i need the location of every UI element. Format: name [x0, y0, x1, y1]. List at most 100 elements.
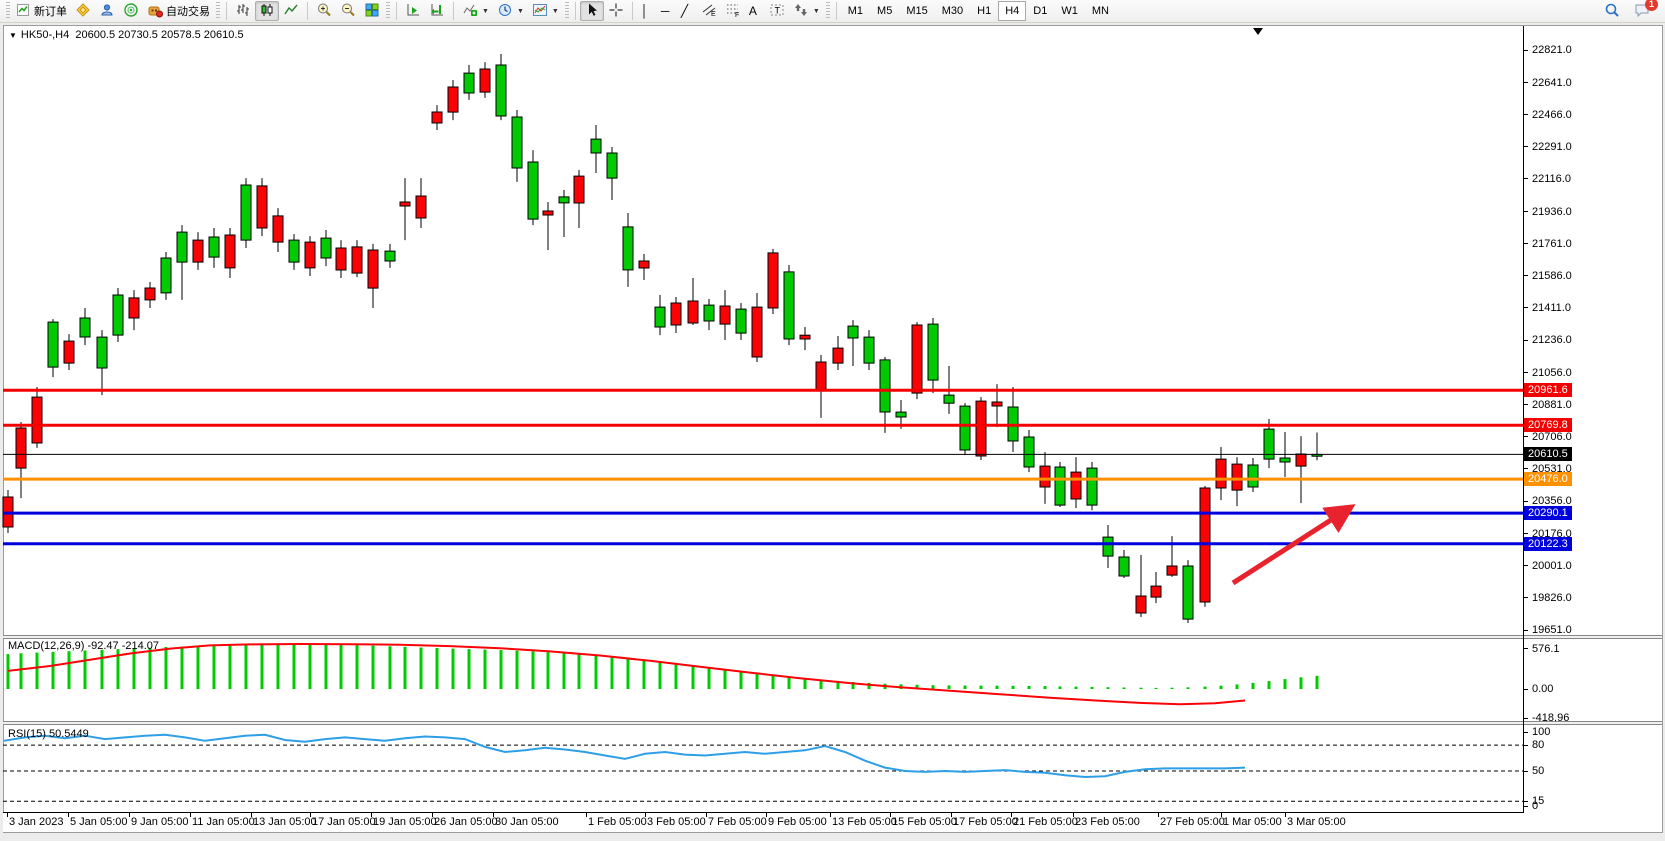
- price-axis-border: [1523, 26, 1524, 832]
- new-order-button[interactable]: 新订单: [12, 1, 71, 21]
- toolbar-separator: [631, 2, 633, 20]
- date-label: 9 Jan 05:00: [131, 816, 189, 828]
- text-label-button[interactable]: T: [765, 1, 789, 21]
- timeframe-h4-button[interactable]: H4: [998, 1, 1027, 21]
- date-label: 1 Mar 05:00: [1223, 816, 1282, 828]
- timeframe-d1-button[interactable]: D1: [1033, 5, 1048, 17]
- auto-trading-button[interactable]: 自动交易: [143, 1, 214, 21]
- date-tick: [68, 813, 69, 817]
- toolbar-separator: [226, 2, 227, 20]
- timeframe-m30-button[interactable]: M30: [941, 5, 964, 17]
- notifications-button[interactable]: 1: [1630, 0, 1658, 21]
- indicators-button[interactable]: ▼: [458, 1, 493, 21]
- horizontal-line-button[interactable]: ─: [657, 1, 677, 21]
- price-tick-label: 22821.0: [1532, 44, 1572, 56]
- timeframe-h1-button[interactable]: H1: [977, 5, 992, 17]
- candlestick-chart-button[interactable]: [255, 1, 279, 21]
- timeframe-m1-button[interactable]: M1: [847, 5, 864, 17]
- price-tick-label: 19826.0: [1532, 592, 1572, 604]
- gold-bars-button[interactable]: [71, 1, 95, 21]
- profile-button[interactable]: [95, 1, 119, 21]
- cursor-icon: [584, 2, 600, 21]
- one-click-trading-toggle-icon[interactable]: ▼: [9, 31, 17, 40]
- horizontal-line-icon: ─: [660, 4, 670, 18]
- fibonacci-button[interactable]: F: [721, 1, 745, 21]
- date-tick: [1221, 813, 1222, 817]
- date-label: 23 Feb 05:00: [1075, 816, 1140, 828]
- date-axis[interactable]: 3 Jan 2023 5 Jan 05:00 9 Jan 05:00 11 Jan 0…: [3, 813, 1662, 832]
- line-chart-button[interactable]: [279, 1, 303, 21]
- arrows-tool-button[interactable]: ▼: [789, 1, 824, 21]
- text-tool-button[interactable]: A: [745, 1, 765, 21]
- date-tick: [1073, 813, 1074, 817]
- dropdown-caret-icon: ▼: [551, 7, 559, 15]
- zoom-out-button[interactable]: [336, 1, 360, 21]
- price-tick-label-tick: [1523, 404, 1528, 405]
- profile-icon: [99, 2, 115, 21]
- tile-windows-icon: [364, 2, 380, 21]
- toolbar-grip: [386, 2, 390, 20]
- timeframe-mn-button[interactable]: MN: [1091, 5, 1109, 17]
- dropdown-caret-icon: ▼: [812, 7, 820, 15]
- crosshair-button[interactable]: [604, 1, 628, 21]
- toolbar-separator: [307, 2, 308, 20]
- date-tick: [890, 813, 891, 817]
- chart-shift-marker-icon[interactable]: [1253, 28, 1263, 35]
- crosshair-icon: [608, 2, 624, 21]
- svg-text:T: T: [774, 5, 780, 15]
- price-tick-label: 21586.0: [1532, 270, 1572, 282]
- cursor-button[interactable]: [579, 1, 604, 21]
- vertical-line-icon: │: [640, 4, 649, 18]
- zoom-out-icon: [340, 2, 356, 21]
- text-tool-icon: A: [748, 4, 757, 18]
- arrows-tool-icon: [793, 2, 809, 21]
- vertical-line-button[interactable]: │: [637, 1, 657, 21]
- toolbar-grip: [825, 2, 830, 20]
- price-tick-label: 19651.0: [1532, 624, 1572, 636]
- date-tick: [766, 813, 767, 817]
- price-tick-label-tick: [1523, 50, 1528, 51]
- macd-tick-label: 576.1: [1532, 643, 1560, 655]
- timeframe-m15-button[interactable]: M15: [906, 5, 928, 17]
- trendline-button[interactable]: ╱: [677, 1, 697, 21]
- toolbar-separator: [396, 2, 397, 20]
- tile-windows-button[interactable]: [360, 1, 384, 21]
- zoom-in-button[interactable]: [312, 1, 336, 21]
- price-tick-label-tick: [1523, 340, 1528, 341]
- macd-tick-label: 0.00: [1532, 683, 1554, 695]
- hline-price-chip: 20476.0: [1524, 472, 1572, 486]
- price-tick-label: 21936.0: [1532, 206, 1572, 218]
- clock-icon: [497, 2, 513, 21]
- auto-trading-icon: [147, 2, 163, 21]
- signals-button[interactable]: [119, 1, 143, 21]
- price-tick-label: 20881.0: [1532, 399, 1572, 411]
- date-label: 1 Feb 05:00: [588, 816, 647, 828]
- search-button[interactable]: [1600, 1, 1624, 21]
- auto-scroll-button[interactable]: [401, 1, 425, 21]
- toolbar-grip: [564, 2, 569, 20]
- date-label: 11 Jan 05:00: [192, 816, 255, 828]
- panel-splitter-rsi[interactable]: [3, 721, 1662, 725]
- chart-window[interactable]: [3, 25, 1663, 833]
- periods-button[interactable]: ▼: [493, 1, 528, 21]
- timeframe-m5-button[interactable]: M5: [877, 5, 893, 17]
- date-tick: [645, 813, 646, 817]
- chart-shift-button[interactable]: [425, 1, 449, 21]
- templates-button[interactable]: ▼: [528, 1, 563, 21]
- new-order-icon: [16, 2, 31, 20]
- date-tick: [1011, 813, 1012, 817]
- equidistant-channel-button[interactable]: E: [697, 1, 721, 21]
- new-order-label: 新订单: [34, 6, 67, 18]
- price-tick-label: 21411.0: [1532, 302, 1571, 314]
- fibonacci-icon: F: [725, 2, 741, 21]
- bar-chart-button[interactable]: [231, 1, 255, 21]
- date-label: 19 Jan 05:00: [373, 816, 437, 828]
- indicators-add-icon: [462, 2, 478, 21]
- price-tick-label-tick: [1523, 178, 1528, 179]
- price-tick-label-tick: [1523, 565, 1528, 566]
- panel-splitter-macd[interactable]: [3, 635, 1662, 639]
- price-tick-label-tick: [1523, 114, 1528, 115]
- date-tick: [7, 813, 8, 817]
- timeframe-w1-button[interactable]: W1: [1061, 5, 1078, 17]
- candlestick-chart-icon: [259, 2, 275, 21]
